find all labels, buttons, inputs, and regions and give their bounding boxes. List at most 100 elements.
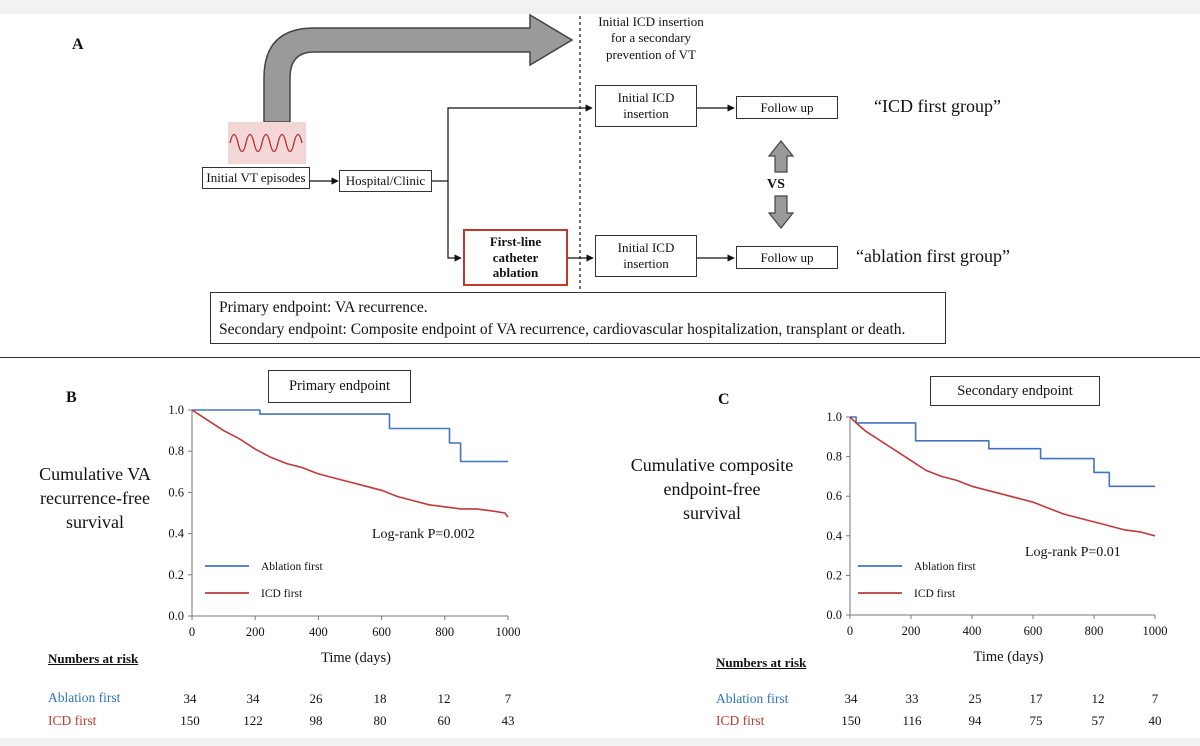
icd-note-line-3: prevention of VT <box>605 46 697 62</box>
chart-c-y-tick-label: 1.0 <box>826 410 842 424</box>
chart-c-x-tick-label: 0 <box>847 624 853 638</box>
chart-b-x-axis-label: Time (days) <box>321 650 391 666</box>
ablation-box-line-2: catheter <box>492 249 539 265</box>
chart-b-y-tick-label: 0.6 <box>168 485 184 499</box>
chart-c-risk-icd-count: 116 <box>902 713 922 728</box>
chart-b-y-tick-label: 0.4 <box>168 527 184 541</box>
chart-c-risk-icd-count: 94 <box>968 713 982 728</box>
chart-c-risk-ablation-count: 34 <box>844 691 858 706</box>
chart-b-risk-icd-count: 80 <box>373 713 387 728</box>
top-strip <box>0 0 1200 14</box>
secondary-endpoint-text: Secondary endpoint: Composite endpoint o… <box>219 321 906 338</box>
chart-b-risk-icd-count: 43 <box>501 713 515 728</box>
primary-endpoint-text: Primary endpoint: VA recurrence. <box>219 299 428 316</box>
chart-b-series-icd <box>191 409 509 518</box>
chart-c-risk-ablation-label: Ablation first <box>716 691 789 706</box>
chart-b-series-ablation <box>192 409 508 463</box>
chart-b-ylabel-line-2: recurrence-free <box>40 488 150 508</box>
chart-c-legend-label-ablation: Ablation first <box>914 561 976 573</box>
chart-b-title: Primary endpoint <box>268 370 411 403</box>
chart-b-ylabel-line-1: Cumulative VA <box>39 464 151 484</box>
ablation-group-label: “ablation first group” <box>856 246 1010 266</box>
icd-note-line-2: for a secondary <box>610 30 692 46</box>
icd-group-label: “ICD first group” <box>874 96 1001 116</box>
chart-c-y-tick-label: 0.8 <box>826 450 842 464</box>
chart-c-x-tick-label: 600 <box>1024 624 1043 638</box>
chart-b-x-tick-label: 1000 <box>496 625 521 639</box>
chart-c-risk-icd-count: 150 <box>841 713 861 728</box>
chart-c-ylabel: Cumulative composite endpoint-free survi… <box>616 453 808 525</box>
branch-upper <box>447 104 593 181</box>
chart-b-risk-icd-count: 122 <box>243 713 263 728</box>
panel-a-letter: A <box>72 36 84 53</box>
chart-c-x-tick-label: 800 <box>1085 624 1104 638</box>
chart-c-x-tick-label: 200 <box>902 624 921 638</box>
ecg-waveform <box>229 133 303 153</box>
bottom-strip <box>0 738 1200 746</box>
initial-icd-bottom-line-1: Initial ICD <box>617 240 675 256</box>
chart-c-risk-header: Numbers at risk <box>716 655 807 670</box>
chart-b-x-tick-label: 0 <box>189 625 195 639</box>
endpoints-box: Primary endpoint: VA recurrence. Seconda… <box>210 292 946 344</box>
icd-insertion-note: Initial ICD insertion for a secondary pr… <box>586 14 716 63</box>
chart-c-x-tick-label: 400 <box>963 624 982 638</box>
chart-b-y-tick-label: 0.2 <box>168 568 184 582</box>
panel-c-letter: C <box>718 391 730 408</box>
chart-c-ylabel-line-3: survival <box>683 503 741 523</box>
chart-b-risk-ablation-count: 12 <box>437 691 451 706</box>
chart-c-series-ablation <box>850 416 1155 488</box>
hospital-box: Hospital/Clinic <box>339 170 432 192</box>
chart-b-risk-icd-count: 60 <box>437 713 451 728</box>
chart-c-y-tick-label: 0.4 <box>826 529 842 543</box>
chart-b-x-tick-label: 600 <box>372 625 391 639</box>
chart-b-ylabel: Cumulative VA recurrence-free survival <box>20 462 170 534</box>
chart-c-risk-icd-label: ICD first <box>716 713 765 728</box>
chart-c-risk-ablation-count: 25 <box>968 691 982 706</box>
big-curved-arrow <box>263 13 574 123</box>
chart-c-x-axis-label: Time (days) <box>974 649 1044 665</box>
chart-b-legend-label-icd: ICD first <box>261 588 303 600</box>
chart-c-y-tick-label: 0.0 <box>826 608 842 622</box>
chart-c-ylabel-line-2: endpoint-free <box>663 479 761 499</box>
chart-b-risk-ablation-count: 26 <box>309 691 323 706</box>
chart-c-risk-ablation-count: 12 <box>1091 691 1105 706</box>
branch-lower <box>447 181 462 262</box>
chart-b-y-tick-label: 1.0 <box>168 403 184 417</box>
chart-c-risk-icd-count: 40 <box>1148 713 1162 728</box>
chart-c-legend-label-icd: ICD first <box>914 588 956 600</box>
chart-c-risk-ablation-count: 17 <box>1029 691 1043 706</box>
chart-c-ylabel-line-1: Cumulative composite <box>630 455 794 475</box>
chart-c-series-icd <box>849 416 1156 537</box>
chart-c-risk-ablation-count: 33 <box>905 691 919 706</box>
chart-b-risk-icd-count: 98 <box>309 713 323 728</box>
vs-up-arrow <box>767 140 795 173</box>
chart-b-risk-ablation-count: 34 <box>246 691 260 706</box>
chart-b-risk-header: Numbers at risk <box>48 651 139 666</box>
chart-b-legend-label-ablation: Ablation first <box>261 561 323 573</box>
chart-c-risk-icd-count: 57 <box>1091 713 1105 728</box>
vs-down-arrow <box>767 195 795 229</box>
chart-b-risk-icd-count: 150 <box>180 713 200 728</box>
chart-b-y-tick-label: 0.0 <box>168 609 184 623</box>
follow-up-box-top: Follow up <box>736 96 838 119</box>
chart-b-x-tick-label: 400 <box>309 625 328 639</box>
ecg-strip <box>228 122 306 164</box>
chart-b-y-tick-label: 0.8 <box>168 444 184 458</box>
initial-icd-top-line-2: insertion <box>623 106 669 121</box>
initial-icd-box-bottom: Initial ICD insertion <box>595 235 697 277</box>
chart-b-risk-ablation-count: 7 <box>504 691 512 706</box>
section-divider <box>0 357 1200 358</box>
vs-label: VS <box>767 177 785 192</box>
chart-c-risk-icd-count: 75 <box>1029 713 1043 728</box>
ablation-box-line-1: First-line <box>489 234 542 250</box>
panel-b-letter: B <box>66 389 77 406</box>
chart-c-risk-ablation-count: 7 <box>1151 691 1159 706</box>
chart-c-y-tick-label: 0.2 <box>826 568 842 582</box>
follow-up-box-bottom: Follow up <box>736 246 838 269</box>
chart-b-risk-icd-label: ICD first <box>48 713 97 728</box>
initial-icd-top-line-1: Initial ICD <box>617 90 675 106</box>
chart-b-risk-ablation-count: 34 <box>183 691 197 706</box>
